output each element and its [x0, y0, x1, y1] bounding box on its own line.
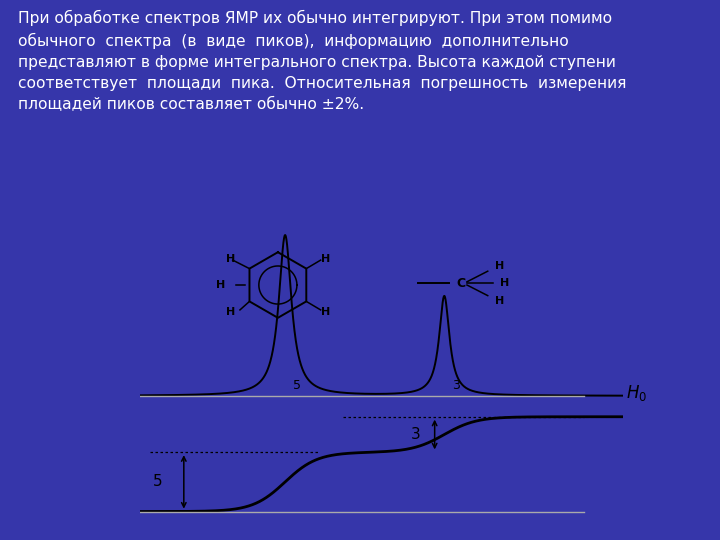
Text: H: H [225, 307, 235, 316]
Text: 5: 5 [293, 379, 301, 392]
Text: $H_0$: $H_0$ [626, 383, 647, 403]
Text: 5: 5 [153, 475, 162, 489]
Text: H: H [216, 280, 225, 290]
Text: C: C [456, 277, 466, 290]
Text: H: H [225, 253, 235, 264]
Text: H: H [500, 279, 509, 288]
Text: H: H [321, 253, 330, 264]
Text: H: H [495, 261, 505, 271]
Text: H: H [321, 307, 330, 316]
Text: При обработке спектров ЯМР их обычно интегрируют. При этом помимо
обычного  спек: При обработке спектров ЯМР их обычно инт… [18, 10, 626, 112]
Text: 3: 3 [452, 379, 460, 392]
Text: H: H [495, 296, 505, 306]
Text: 3: 3 [410, 427, 420, 442]
